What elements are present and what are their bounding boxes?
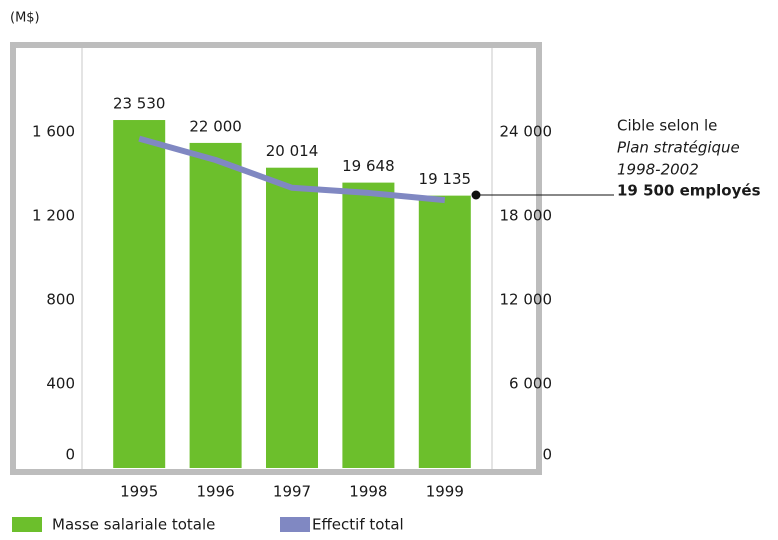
yticks-label: 1 200 <box>32 207 75 225</box>
legend-label: Effectif total <box>312 516 404 534</box>
x-tick-label: 1998 <box>349 483 387 501</box>
data-label: 19 648 <box>342 157 395 175</box>
bar <box>266 167 318 468</box>
annotation-text: 19 500 employés <box>617 182 761 200</box>
bar <box>113 120 166 468</box>
yticks-label: 1 600 <box>32 123 75 141</box>
data-label: 23 530 <box>113 95 166 113</box>
x-tick-label: 1999 <box>426 483 464 501</box>
annotation-text: Plan stratégique <box>617 139 740 157</box>
data-label: 20 014 <box>266 142 319 160</box>
data-label: 19 135 <box>419 170 472 188</box>
bar <box>342 182 395 469</box>
bar <box>189 142 242 469</box>
legend-swatch <box>280 517 310 532</box>
bar <box>418 195 471 468</box>
data-label: 22 000 <box>189 117 242 135</box>
y2ticks-label: 6 000 <box>509 375 552 393</box>
yticks-label: 800 <box>46 291 75 309</box>
unit-label: (M$) <box>10 11 40 26</box>
target-marker <box>471 190 481 200</box>
legend-label: Masse salariale totale <box>52 516 215 534</box>
annotation-text: 1998-2002 <box>617 161 699 179</box>
x-tick-label: 1996 <box>197 483 235 501</box>
x-tick-label: 1995 <box>120 483 158 501</box>
yticks-label: 0 <box>65 446 75 464</box>
x-tick-label: 1997 <box>273 483 311 501</box>
y2ticks-label: 24 000 <box>500 123 553 141</box>
y2ticks-label: 12 000 <box>500 291 553 309</box>
legend-swatch <box>12 517 42 532</box>
y2ticks-label: 18 000 <box>500 207 553 225</box>
yticks-label: 400 <box>46 375 75 393</box>
annotation-text: Cible selon le <box>617 117 717 135</box>
line <box>138 135 446 204</box>
y2ticks-label: 0 <box>542 446 552 464</box>
